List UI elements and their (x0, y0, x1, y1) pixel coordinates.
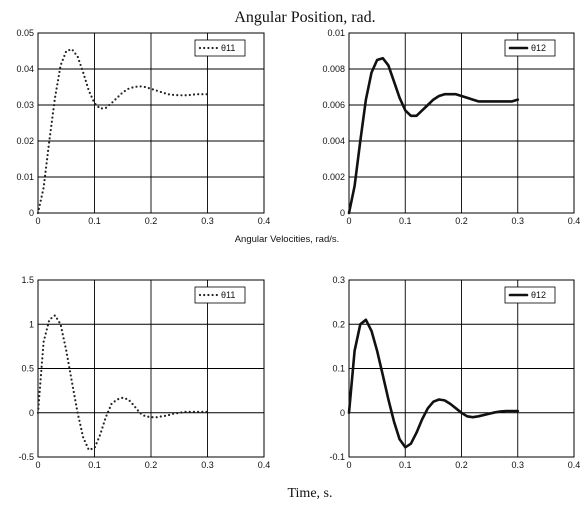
y-tick-label: -0.5 (18, 452, 34, 462)
x-tick-label: 0.4 (568, 216, 581, 226)
legend-box (194, 39, 246, 57)
subplot-2: 0 0.1 0.2 0.3 0.4 0 0.002 0.004 0.006 0.008 0.01 θ1… (322, 28, 580, 226)
y-tick-label: 0.04 (16, 64, 34, 74)
legend-label: θ11 (221, 43, 235, 53)
series-line (347, 318, 520, 449)
x-tick-label: 0.1 (88, 460, 101, 470)
x-tick-label: 0.3 (511, 460, 524, 470)
y-tick-label: 0.05 (16, 28, 34, 38)
y-tick-label: -0.1 (329, 452, 345, 462)
y-tick-label: 0 (29, 208, 34, 218)
legend-box (504, 286, 556, 304)
x-tick-label: 0.2 (145, 216, 158, 226)
legend: θ11 (194, 39, 246, 57)
x-tick-label: 0 (346, 216, 351, 226)
x-tick-label: 0.3 (201, 216, 214, 226)
x-tick-label: 0.4 (258, 216, 271, 226)
x-tick-label: 0.4 (568, 460, 581, 470)
legend-label: θ12 (531, 290, 546, 300)
legend: θ12 (504, 286, 556, 304)
legend-label: θ11 (221, 290, 235, 300)
x-tick-label: 0 (35, 216, 40, 226)
legend-box (194, 286, 246, 304)
x-tick-label: 0.3 (201, 460, 214, 470)
x-tick-label: 0.1 (399, 460, 412, 470)
y-tick-label: 0.006 (322, 100, 345, 110)
middle-label: Angular Velocities, rad/s. (235, 234, 340, 245)
y-tick-label: 0.002 (322, 172, 345, 182)
subplot-1: 0 0.1 0.2 0.3 0.4 0 0.01 0.02 0.03 0.04 0.05 θ11 (16, 28, 270, 226)
x-tick-label: 0.2 (455, 216, 468, 226)
y-tick-label: 0.5 (21, 364, 34, 374)
y-tick-label: 0.03 (16, 100, 34, 110)
legend: θ12 (504, 39, 556, 57)
y-tick-label: 0 (29, 408, 34, 418)
x-tick-label: 0.4 (258, 460, 271, 470)
plot-area-frame (348, 32, 575, 214)
plot-area-frame (37, 32, 265, 214)
plot-area-frame (37, 279, 265, 458)
x-tick-label: 0 (346, 460, 351, 470)
plot-area-frame (348, 279, 575, 458)
x-tick-label: 0.3 (511, 216, 524, 226)
x-tick-label: 0.1 (399, 216, 412, 226)
x-tick-label: 0 (35, 460, 40, 470)
y-tick-label: 0 (340, 208, 345, 218)
x-tick-label: 0.2 (455, 460, 468, 470)
y-tick-label: 0.3 (332, 275, 345, 285)
y-tick-label: 1.5 (21, 275, 34, 285)
series-line (36, 48, 209, 215)
y-tick-label: 0.004 (322, 136, 345, 146)
x-tick-label: 0.2 (145, 460, 158, 470)
legend-box (504, 39, 556, 57)
y-tick-label: 0.02 (16, 136, 34, 146)
y-tick-label: 0 (340, 408, 345, 418)
legend-label: θ12 (531, 43, 546, 53)
x-tick-label: 0.1 (88, 216, 101, 226)
y-tick-label: 1 (29, 319, 34, 329)
series-line (36, 314, 209, 451)
figure-title: Angular Position, rad. (234, 9, 375, 26)
y-tick-label: 0.008 (322, 64, 345, 74)
y-tick-label: 0.2 (332, 319, 345, 329)
x-axis-label: Time, s. (287, 486, 332, 501)
subplots: 0 0.1 0.2 0.3 0.4 0 0.01 0.02 0.03 0.04 0.05 θ11 0 0.… (16, 28, 580, 470)
legend: θ11 (194, 286, 246, 304)
y-tick-label: 0.1 (332, 364, 345, 374)
y-tick-label: 0.01 (327, 28, 345, 38)
series-line (347, 56, 520, 215)
y-tick-label: 0.01 (16, 172, 34, 182)
